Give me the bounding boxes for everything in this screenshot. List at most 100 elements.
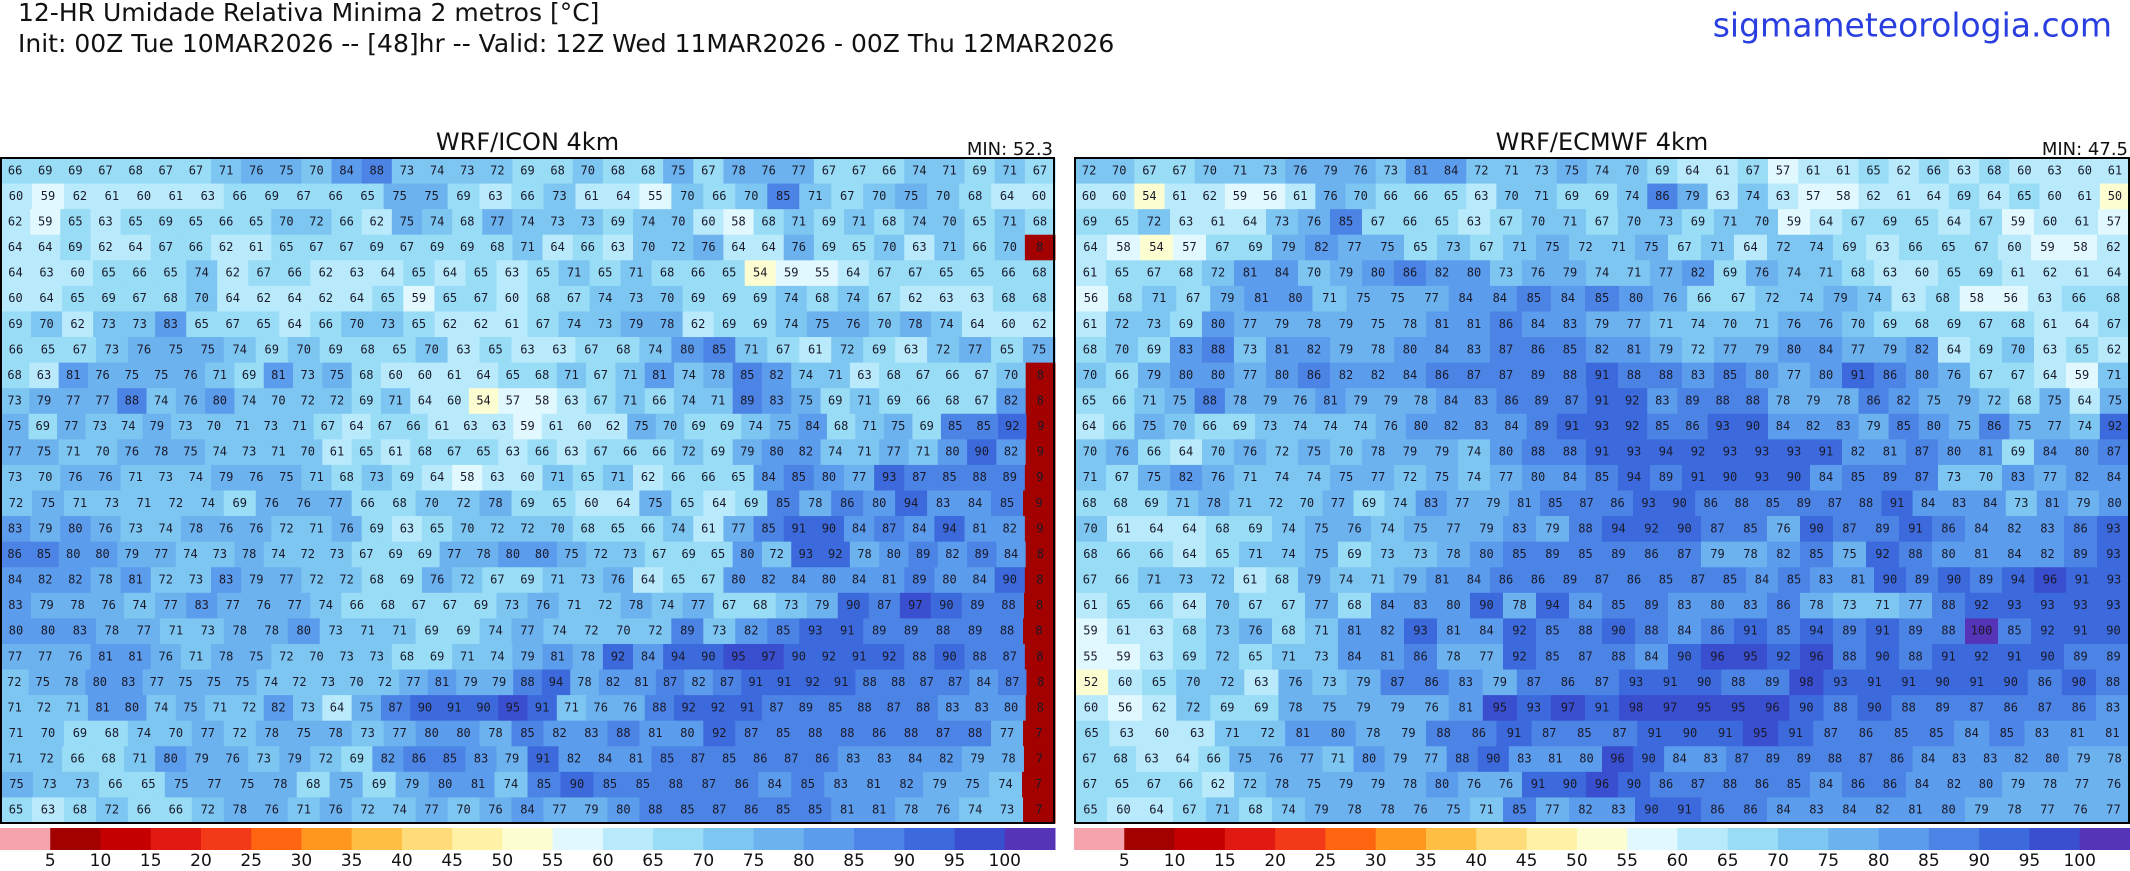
map-cell [607, 720, 640, 747]
cell-value: 91 [1691, 470, 1705, 484]
cell-value: 64 [1149, 521, 1163, 535]
map-cell [1650, 260, 1683, 287]
cell-value: 71 [1563, 214, 1577, 228]
cell-value: 59 [1116, 649, 1130, 663]
map-cell [586, 541, 616, 568]
cell-value: 74 [784, 317, 798, 331]
map-cell [783, 209, 815, 236]
cell-value: 78 [1380, 803, 1394, 817]
map-cell [1266, 439, 1299, 466]
map-cell [1586, 362, 1619, 389]
cell-value: 70 [424, 342, 438, 356]
cell-value: 88 [1842, 649, 1856, 663]
map-cell [527, 362, 558, 389]
cell-value: 86 [1685, 419, 1699, 433]
map-cell [205, 695, 235, 722]
map-cell [1023, 592, 1056, 619]
site-link[interactable]: sigmameteorologia.com [1713, 6, 2112, 45]
cell-value: 74 [1393, 496, 1407, 510]
map-cell [62, 285, 94, 312]
cell-value: 87 [769, 700, 783, 714]
map-cell [331, 464, 363, 491]
cell-value: 79 [38, 521, 52, 535]
cell-value: 83 [1474, 393, 1488, 407]
map-cell [1074, 337, 1107, 364]
cell-value: 85 [1563, 342, 1577, 356]
cell-value: 75 [183, 445, 197, 459]
cell-value: 83 [163, 317, 177, 331]
cell-value: 70 [349, 675, 363, 689]
map-cell [615, 388, 646, 415]
cell-value: 84 [2007, 547, 2021, 561]
title: 12-HR Umidade Relativa Minima 2 metros [… [18, 0, 599, 27]
map-cell [1266, 209, 1299, 236]
map-cell [403, 311, 435, 338]
cell-value: 58 [1116, 240, 1130, 254]
cell-value: 67 [257, 266, 271, 280]
cell-value: 74 [1691, 317, 1705, 331]
cell-value: 76 [1293, 393, 1307, 407]
map-cell [271, 516, 302, 543]
cell-value: 63 [98, 214, 112, 228]
cell-value: 71 [611, 470, 625, 484]
map-cell [1938, 362, 1971, 389]
cell-value: 83 [1611, 803, 1625, 817]
cell-value: 66 [581, 240, 595, 254]
cell-value: 77 [7, 445, 21, 459]
cell-value: 85 [1894, 726, 1908, 740]
cell-value: 69 [722, 317, 736, 331]
cell-value: 82 [1004, 393, 1018, 407]
colorbar-box [2029, 828, 2081, 850]
cell-value: 89 [1883, 470, 1897, 484]
cell-value: 78 [488, 496, 502, 510]
map-cell [434, 746, 466, 773]
cell-value: 70 [1211, 445, 1225, 459]
map-cell [391, 567, 423, 594]
map-cell [626, 771, 660, 798]
map-cell [1074, 260, 1107, 287]
cell-value: 87 [1003, 649, 1017, 663]
cell-value: 78 [1307, 317, 1321, 331]
map-cell [1767, 158, 1799, 185]
cell-value: 79 [1403, 573, 1417, 587]
map-cell [602, 209, 634, 236]
cell-value: 71 [857, 445, 871, 459]
cell-value: 74 [1467, 470, 1481, 484]
colorbar-box [452, 828, 503, 850]
map-cell [1899, 234, 1933, 261]
cell-value: 71 [550, 470, 564, 484]
map-cell [434, 285, 466, 312]
map-cell [120, 516, 152, 543]
map-cell [615, 695, 646, 722]
map-cell [1298, 260, 1331, 287]
map-cell [542, 516, 574, 543]
map-cell [511, 618, 544, 645]
cell-value: 68 [550, 163, 564, 177]
cell-value: 75 [1147, 470, 1161, 484]
cell-value: 73 [8, 470, 22, 484]
map-cell [1436, 158, 1467, 185]
cell-value: 86 [815, 752, 829, 766]
cell-value: 75 [7, 419, 21, 433]
cell-value: 68 [945, 393, 959, 407]
map-cell [1682, 337, 1715, 364]
map-cell [1278, 285, 1313, 312]
cell-value: 54 [476, 393, 490, 407]
map-cell [927, 618, 960, 645]
cell-value: 56 [1263, 189, 1277, 203]
map-cell [0, 158, 31, 185]
cell-value: 73 [339, 649, 353, 663]
cell-value: 88 [1563, 445, 1577, 459]
map-cell [496, 592, 528, 619]
cell-value: 81 [1380, 649, 1394, 663]
cell-value: 90 [1697, 675, 1711, 689]
cell-value: 72 [7, 675, 21, 689]
cell-value: 78 [265, 624, 279, 638]
cell-value: 95 [1493, 700, 1507, 714]
colorbar-label: 35 [1415, 851, 1437, 867]
map-cell [1496, 158, 1528, 185]
cell-value: 83 [1703, 752, 1717, 766]
cell-value: 71 [1659, 317, 1673, 331]
cell-value: 71 [857, 393, 871, 407]
cell-value: 78 [1743, 547, 1757, 561]
